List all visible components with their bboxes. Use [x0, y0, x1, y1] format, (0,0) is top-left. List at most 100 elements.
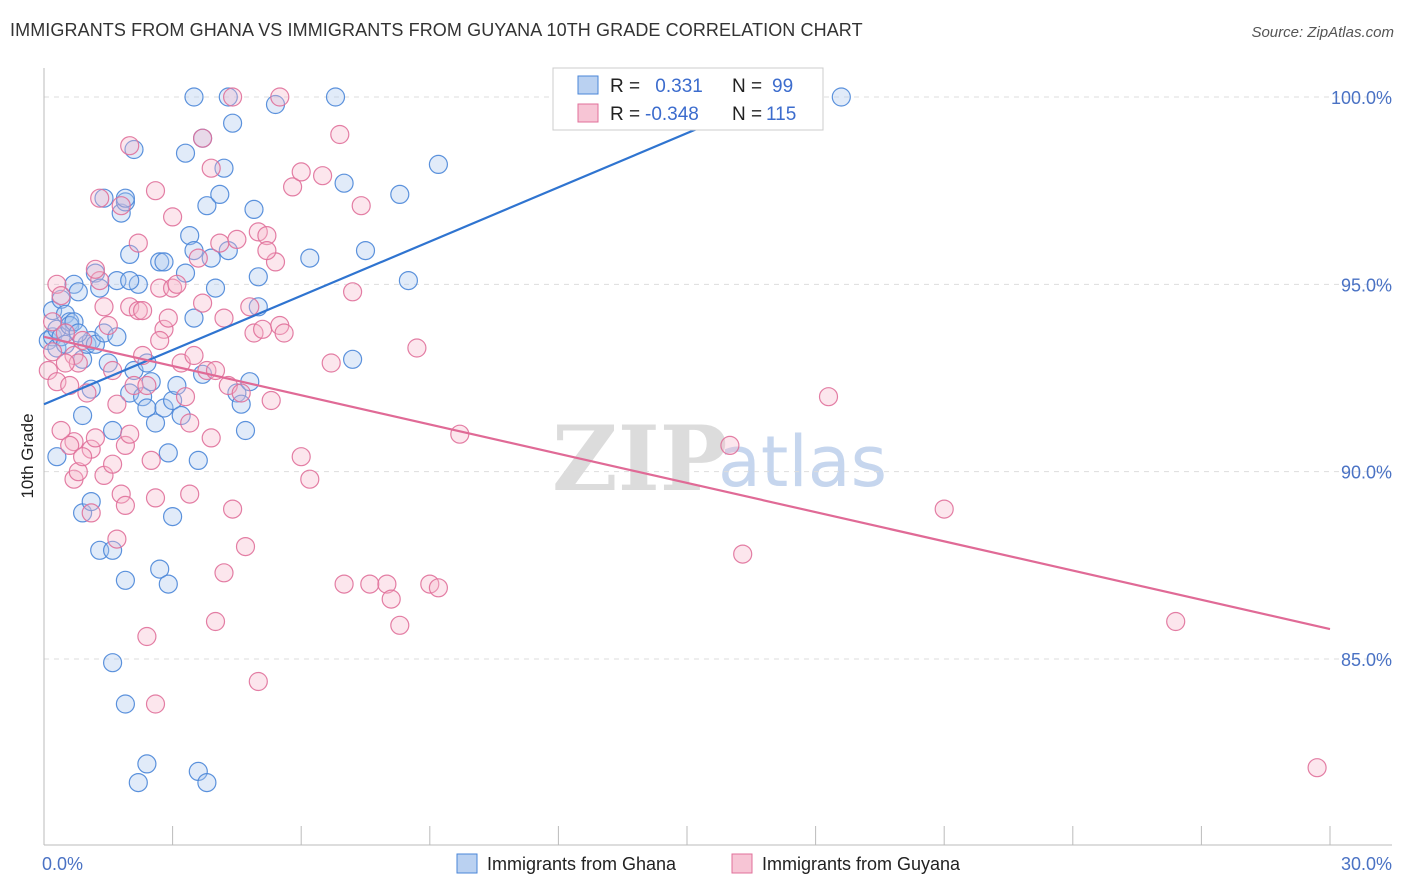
- point-ghana: [72, 405, 93, 426]
- point-ghana: [163, 506, 183, 527]
- source-label: Source: ZipAtlas.com: [1251, 24, 1394, 41]
- point-guyana: [223, 499, 243, 519]
- point-guyana: [163, 207, 183, 227]
- point-guyana: [343, 282, 363, 302]
- point-ghana: [197, 772, 217, 793]
- point-guyana: [201, 428, 221, 448]
- bottom-legend-swatch-ghana[interactable]: [456, 853, 478, 874]
- point-guyana: [231, 383, 251, 403]
- point-guyana: [133, 301, 153, 321]
- point-guyana: [107, 529, 127, 549]
- point-ghana: [81, 492, 101, 512]
- bottom-legend-swatch-guyana[interactable]: [731, 853, 753, 874]
- point-guyana: [81, 503, 101, 523]
- point-guyana: [90, 271, 110, 291]
- point-guyana: [1166, 611, 1186, 632]
- trend-line-ghana: [43, 95, 774, 406]
- point-guyana: [51, 420, 71, 441]
- legend-n-label-guyana: N =: [732, 104, 762, 125]
- legend-n-value-guyana: 115: [766, 104, 796, 125]
- point-ghana: [205, 278, 226, 298]
- point-guyana: [283, 177, 303, 197]
- point-guyana: [51, 286, 71, 306]
- point-guyana: [407, 338, 427, 358]
- point-guyana: [428, 578, 448, 598]
- point-ghana: [355, 241, 376, 261]
- point-guyana: [291, 447, 311, 467]
- point-guyana: [291, 162, 311, 182]
- point-guyana: [313, 166, 333, 186]
- y-tick-label: 95.0%: [1341, 275, 1392, 295]
- point-ghana: [197, 196, 217, 216]
- point-ghana: [102, 653, 123, 673]
- x-ticks: [172, 826, 1331, 845]
- point-guyana: [450, 424, 470, 444]
- point-ghana: [47, 447, 67, 467]
- point-guyana: [42, 312, 63, 332]
- point-guyana: [214, 563, 234, 583]
- point-ghana: [325, 87, 346, 107]
- legend-r-label-ghana: R =: [610, 76, 640, 97]
- point-guyana: [150, 330, 170, 351]
- point-ghana: [111, 203, 131, 223]
- legend-swatch-ghana: [577, 75, 599, 95]
- trend-lines: [43, 95, 1331, 631]
- point-guyana: [223, 87, 243, 107]
- point-ghana: [831, 87, 851, 107]
- point-guyana: [818, 387, 839, 407]
- point-guyana: [154, 319, 174, 339]
- point-guyana: [248, 671, 268, 692]
- point-ghana: [343, 349, 363, 369]
- point-guyana: [145, 488, 166, 508]
- point-guyana: [257, 226, 277, 246]
- bottom-legend-label-guyana[interactable]: Immigrants from Guyana: [762, 854, 961, 874]
- point-ghana: [235, 420, 256, 441]
- point-guyana: [85, 259, 106, 279]
- point-guyana: [180, 413, 200, 433]
- point-guyana: [733, 544, 753, 564]
- point-ghana: [94, 188, 114, 208]
- legend-n-label-ghana: N =: [732, 76, 762, 97]
- legend-n-value-ghana: 99: [772, 76, 793, 97]
- point-guyana: [141, 450, 161, 470]
- point-guyana: [235, 536, 256, 557]
- watermark: ZIP atlas: [552, 406, 887, 512]
- point-guyana: [120, 424, 140, 444]
- point-guyana: [330, 124, 350, 145]
- x-tick-label-min: 0.0%: [42, 854, 83, 874]
- point-ghana: [390, 184, 410, 204]
- point-guyana: [274, 323, 294, 343]
- series-legend: Immigrants from Ghana Immigrants from Gu…: [456, 853, 961, 874]
- point-ghana: [300, 248, 320, 268]
- point-ghana: [137, 754, 157, 774]
- point-guyana: [205, 611, 226, 632]
- point-ghana: [398, 271, 418, 291]
- point-ghana: [128, 772, 148, 793]
- point-guyana: [934, 499, 954, 519]
- point-ghana: [90, 278, 110, 298]
- chart-title: IMMIGRANTS FROM GHANA VS IMMIGRANTS FROM…: [10, 20, 863, 40]
- point-ghana: [218, 87, 238, 107]
- point-guyana: [381, 589, 401, 609]
- point-ghana: [428, 154, 448, 174]
- point-guyana: [188, 248, 208, 268]
- bottom-legend-label-ghana[interactable]: Immigrants from Ghana: [487, 854, 677, 874]
- point-ghana: [115, 570, 136, 590]
- y-tick-label: 85.0%: [1341, 650, 1392, 670]
- point-ghana: [231, 394, 251, 414]
- point-guyana: [128, 301, 148, 321]
- x-tick-label-max: 30.0%: [1341, 854, 1392, 874]
- point-ghana: [184, 308, 204, 328]
- point-guyana: [167, 274, 187, 294]
- legend-r-value-ghana: 0.331: [650, 76, 703, 97]
- point-guyana: [47, 372, 67, 392]
- point-guyana: [107, 394, 127, 414]
- legend-r-value-guyana: -0.348: [645, 104, 699, 125]
- point-ghana: [68, 282, 88, 302]
- point-guyana: [193, 128, 213, 148]
- point-guyana: [137, 375, 157, 396]
- point-ghana: [150, 252, 170, 272]
- point-guyana: [94, 297, 114, 317]
- point-guyana: [390, 615, 410, 635]
